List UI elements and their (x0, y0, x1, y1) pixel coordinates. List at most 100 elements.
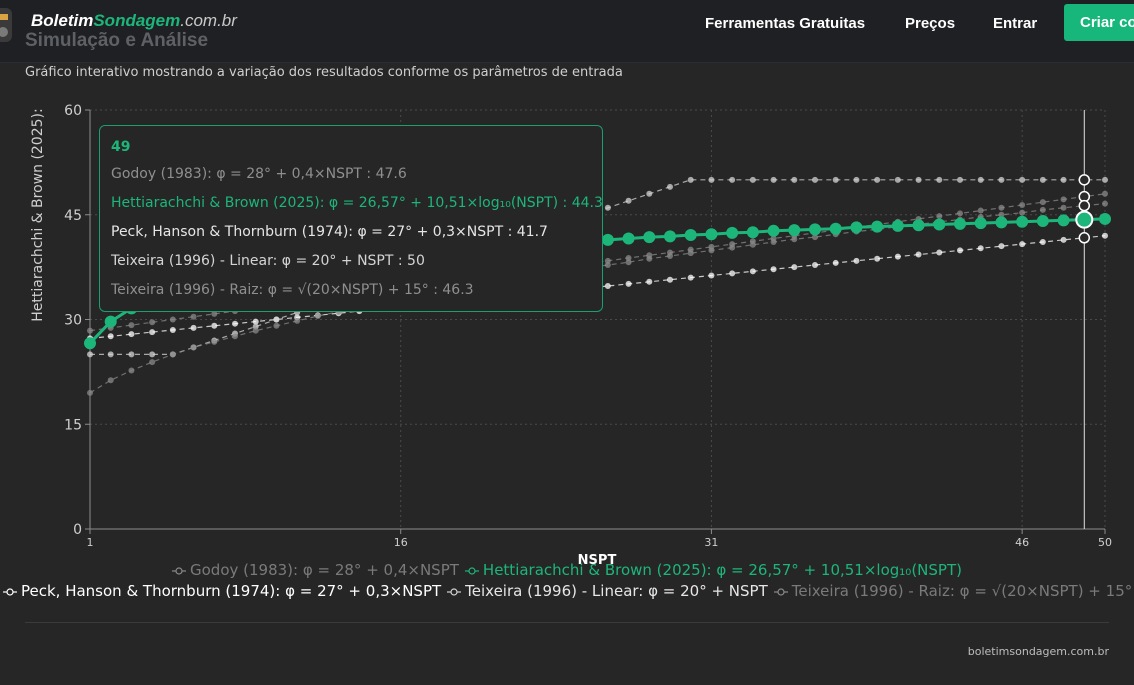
data-point[interactable] (1060, 236, 1067, 243)
data-point[interactable] (149, 319, 156, 326)
data-point[interactable] (687, 176, 694, 183)
legend-item[interactable]: Peck, Hanson & Thornburn (1974): φ = 27°… (3, 582, 441, 600)
data-point[interactable] (1060, 196, 1067, 203)
data-point[interactable] (87, 389, 93, 396)
data-point[interactable] (169, 326, 176, 333)
data-point[interactable] (252, 318, 259, 325)
data-point[interactable] (788, 224, 801, 237)
data-point[interactable] (128, 322, 135, 329)
data-point[interactable] (729, 244, 736, 251)
legend-item[interactable]: Teixeira (1996) - Linear: φ = 20° + NSPT (447, 582, 768, 600)
data-point[interactable] (601, 233, 614, 246)
data-point[interactable] (749, 268, 756, 275)
data-point[interactable] (998, 176, 1005, 183)
data-point[interactable] (977, 207, 984, 214)
data-point[interactable] (622, 232, 635, 245)
data-point[interactable] (84, 337, 96, 350)
data-point[interactable] (977, 176, 984, 183)
data-point[interactable] (998, 243, 1005, 250)
data-point[interactable] (684, 229, 697, 242)
create-account-button[interactable]: Criar co (1064, 4, 1134, 41)
data-point[interactable] (252, 323, 259, 330)
data-point[interactable] (749, 241, 756, 248)
data-point[interactable] (770, 266, 777, 273)
data-point[interactable] (770, 176, 777, 183)
legend-item[interactable]: Godoy (1983): φ = 28° + 0,4×NSPT (172, 561, 459, 579)
nav-link-ferramentas[interactable]: Ferramentas Gratuitas (705, 15, 866, 32)
data-point[interactable] (1039, 206, 1046, 213)
data-point[interactable] (746, 226, 759, 239)
data-point[interactable] (936, 176, 943, 183)
data-point[interactable] (273, 316, 280, 323)
data-point[interactable] (625, 280, 632, 287)
nav-link-entrar[interactable]: Entrar (993, 15, 1038, 32)
data-point[interactable] (791, 176, 798, 183)
logo-icon[interactable] (0, 4, 16, 46)
legend-item[interactable]: Teixeira (1996) - Raiz: φ = √(20×NSPT) +… (773, 582, 1132, 600)
data-point[interactable] (252, 327, 259, 334)
data-point[interactable] (625, 197, 632, 204)
data-point[interactable] (957, 176, 963, 183)
data-point[interactable] (1039, 238, 1046, 245)
data-point[interactable] (791, 236, 798, 243)
data-point[interactable] (1036, 215, 1049, 228)
data-point[interactable] (995, 216, 1008, 229)
data-point[interactable] (936, 249, 943, 256)
data-point[interactable] (1102, 190, 1108, 197)
data-point[interactable] (729, 176, 736, 183)
data-point[interactable] (149, 351, 156, 358)
data-point[interactable] (749, 176, 756, 183)
data-point[interactable] (604, 282, 611, 289)
data-point[interactable] (1102, 232, 1108, 239)
data-point[interactable] (812, 262, 818, 269)
data-point[interactable] (1039, 176, 1046, 183)
data-point[interactable] (294, 317, 301, 324)
data-point[interactable] (211, 338, 218, 345)
data-point[interactable] (687, 250, 694, 257)
data-point[interactable] (1102, 176, 1108, 183)
data-point[interactable] (107, 377, 114, 384)
data-point[interactable] (1019, 201, 1026, 208)
data-point[interactable] (998, 211, 1005, 218)
data-point[interactable] (211, 310, 218, 317)
data-point[interactable] (915, 251, 922, 258)
data-point[interactable] (687, 274, 694, 281)
data-point[interactable] (1057, 214, 1070, 227)
data-point[interactable] (853, 257, 860, 264)
data-point[interactable] (1019, 176, 1026, 183)
data-point[interactable] (850, 221, 863, 234)
data-point[interactable] (104, 315, 117, 328)
data-point[interactable] (169, 351, 176, 358)
data-point[interactable] (87, 351, 93, 358)
data-point[interactable] (604, 262, 611, 269)
data-point[interactable] (809, 223, 821, 236)
nav-link-precos[interactable]: Preços (905, 15, 956, 32)
data-point[interactable] (232, 320, 238, 327)
data-point[interactable] (1060, 204, 1067, 211)
data-point[interactable] (957, 247, 963, 254)
data-point[interactable] (977, 245, 984, 252)
data-point[interactable] (729, 270, 736, 277)
data-point[interactable] (190, 324, 197, 331)
data-point[interactable] (708, 272, 715, 279)
data-point[interactable] (604, 257, 611, 264)
data-point[interactable] (812, 176, 818, 183)
data-point[interactable] (1039, 199, 1046, 206)
legend-item[interactable]: Hettiarachchi & Brown (2025): φ = 26,57°… (464, 561, 962, 579)
data-point[interactable] (664, 230, 676, 243)
data-point[interactable] (705, 228, 718, 241)
data-point[interactable] (874, 176, 881, 183)
data-point[interactable] (1102, 200, 1108, 207)
data-point[interactable] (128, 367, 135, 374)
data-point[interactable] (832, 176, 839, 183)
data-point[interactable] (936, 213, 943, 220)
data-point[interactable] (957, 210, 963, 217)
data-point[interactable] (853, 176, 860, 183)
data-point[interactable] (107, 333, 114, 340)
data-point[interactable] (770, 238, 777, 245)
data-point[interactable] (667, 276, 673, 283)
data-point[interactable] (767, 224, 780, 237)
data-point[interactable] (812, 234, 818, 241)
data-point[interactable] (1016, 215, 1029, 228)
data-point[interactable] (708, 176, 715, 183)
